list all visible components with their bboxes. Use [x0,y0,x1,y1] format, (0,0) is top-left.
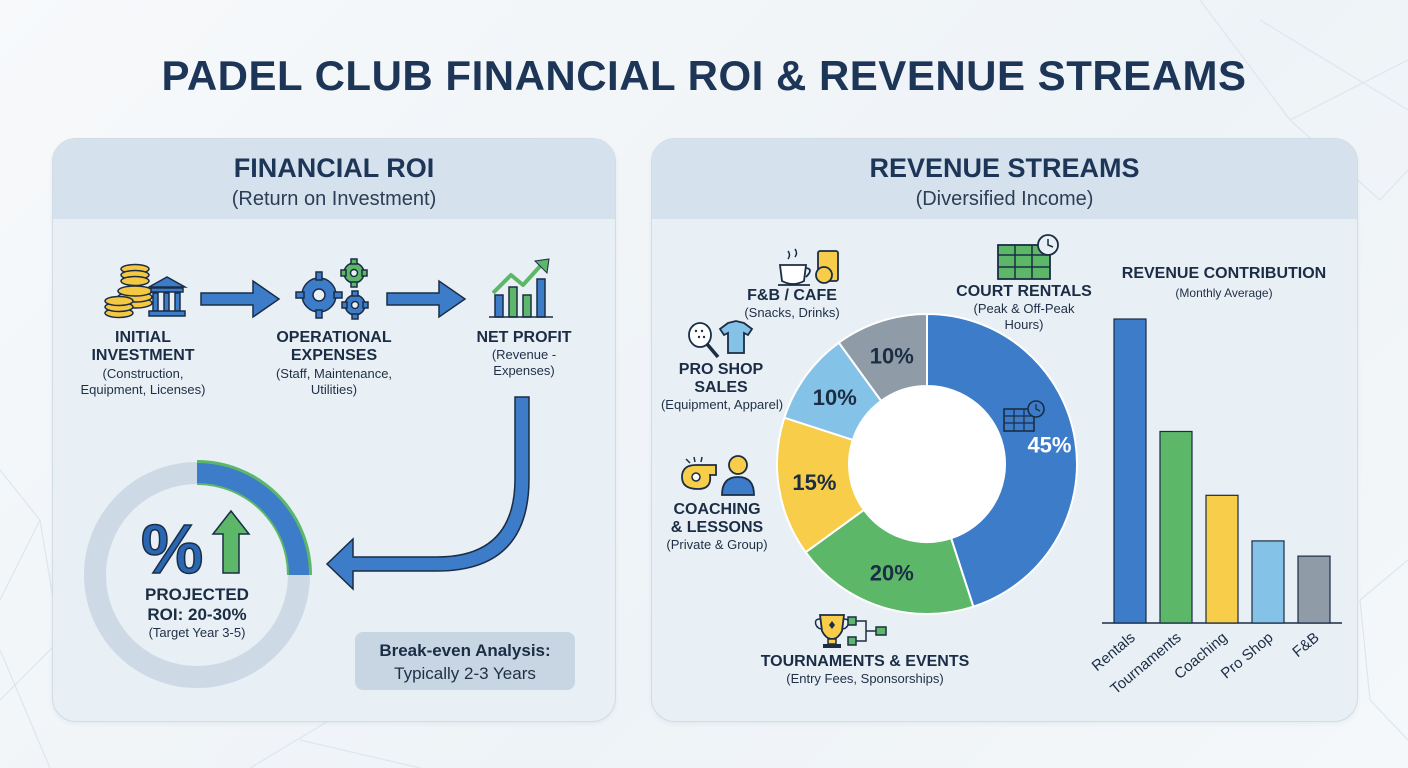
stage-initial-investment-label: INITIAL INVESTMENT [63,329,223,365]
break-even-box: Break-even Analysis: Typically 2-3 Years [355,632,575,690]
coins-bank-icon [104,263,188,319]
stage-net-profit-sub: (Revenue - Expenses) [449,347,599,379]
coffee-snack-icon [778,248,839,286]
stage-3-sub-line-1: (Revenue - [491,347,557,362]
page-title: PADEL CLUB FINANCIAL ROI & REVENUE STREA… [161,52,1247,99]
pro-shop-label-line-1: PRO SHOP [678,361,764,378]
pro-shop-label: PRO SHOP SALES [656,361,786,397]
financial-roi-panel: FINANCIAL ROI (Return on Investment) [52,138,616,722]
bar-tick-label-3: Pro Shop [1218,629,1277,682]
bar-tick-label-4: F&B [1289,629,1322,661]
projected-roi-target: (Target Year 3-5) [148,625,246,640]
projected-roi-line-1: PROJECTED [145,585,249,604]
percent-up-icon: % [140,509,251,589]
stage-2-sub-line-1: (Staff, Maintenance, [275,366,393,381]
stage-2-sub-line-2: Utilities) [310,382,358,397]
stage-initial-investment-sub: (Construction, Equipment, Licenses) [63,366,223,398]
coaching-label: COACHING & LESSONS [656,501,778,537]
coaching-sub: (Private & Group) [666,537,768,552]
revenue-streams-header: REVENUE STREAMS (Diversified Income) [652,139,1357,219]
coaching-label-line-2: & LESSONS [670,519,764,536]
tournaments-sub: (Entry Fees, Sponsorships) [786,671,944,686]
revenue-streams-title: REVENUE STREAMS [869,153,1140,183]
court-rentals-sub-line-1: (Peak & Off-Peak [973,301,1075,316]
break-even-title: Break-even Analysis: [379,641,551,660]
stage-1-title-line-1: INITIAL [115,329,171,346]
donut-slices [776,312,1078,615]
rentals-slice-icon [1003,400,1045,432]
fb-cafe-label: F&B / CAFE [747,287,837,304]
donut-value-label-1: 20% [870,560,914,585]
stage-operational-expenses-label: OPERATIONAL EXPENSES [249,329,419,365]
revenue-streams-panel: REVENUE STREAMS (Diversified Income) 45%… [651,138,1358,722]
financial-roi-subtitle: (Return on Investment) [231,188,437,210]
stage-3-sub-line-2: Expenses) [493,363,555,378]
bar-pro-shop [1251,540,1285,624]
stage-operational-expenses-sub: (Staff, Maintenance, Utilities) [249,366,419,398]
stage-2-title-line-2: EXPENSES [290,347,378,364]
flow-arrow-1 [200,279,281,319]
pro-shop-sub: (Equipment, Apparel) [660,397,784,412]
court-rentals-sub: (Peak & Off-Peak Hours) [948,301,1100,333]
bar-rentals [1113,318,1147,624]
donut-value-label-4: 10% [870,344,914,369]
calendar-clock-icon [997,234,1059,280]
court-rentals-label: COURT RENTALS [956,283,1092,300]
donut-value-labels: 45% 20% 15% 10% 10% [792,344,1071,586]
roi-flow-graphic: % [84,258,553,688]
financial-roi-header: FINANCIAL ROI (Return on Investment) [53,139,615,219]
bar-chart-title: REVENUE CONTRIBUTION [1121,265,1327,282]
donut-value-label-3: 10% [813,385,857,410]
projected-roi-line-2: ROI: 20-30% [147,605,247,624]
stage-1-sub-line-1: (Construction, [102,366,184,381]
stage-2-title-line-1: OPERATIONAL [276,329,392,346]
gears-icon [295,258,369,320]
tournaments-label: TOURNAMENTS & EVENTS [760,653,970,670]
fb-cafe-sub: (Snacks, Drinks) [744,305,840,320]
growth-chart-icon [489,258,553,318]
financial-roi-title: FINANCIAL ROI [233,153,435,183]
court-rentals-sub-line-2: Hours) [1004,317,1044,332]
revenue-donut-chart: 45% 20% 15% 10% 10% [681,234,1342,698]
revenue-streams-subtitle: (Diversified Income) [915,188,1094,210]
flow-arrow-2 [386,279,467,319]
break-even-value: Typically 2-3 Years [394,664,536,683]
whistle-coach-icon [681,455,755,496]
projected-roi-label: PROJECTED ROI: 20-30% [117,585,277,625]
donut-value-label-0: 45% [1027,433,1071,458]
pro-shop-label-line-2: SALES [694,379,748,396]
stage-net-profit-label: NET PROFIT [449,329,599,347]
stage-1-sub-line-2: Equipment, Licenses) [80,382,206,397]
coaching-label-line-1: COACHING [673,501,761,518]
stage-3-title-line-1: NET PROFIT [476,329,572,346]
svg-text:%: % [141,510,203,588]
donut-value-label-2: 15% [792,470,836,495]
racket-shirt-icon [688,320,754,359]
curved-flow-arrow [325,396,530,591]
trophy-bracket-icon [814,614,887,648]
bar-f-b [1297,555,1331,624]
stage-1-title-line-2: INVESTMENT [91,347,195,364]
bar-tournaments [1159,430,1193,624]
donut-hole [849,386,1005,542]
bar-chart-subtitle: (Monthly Average) [1175,286,1273,300]
bar-coaching [1205,494,1239,624]
